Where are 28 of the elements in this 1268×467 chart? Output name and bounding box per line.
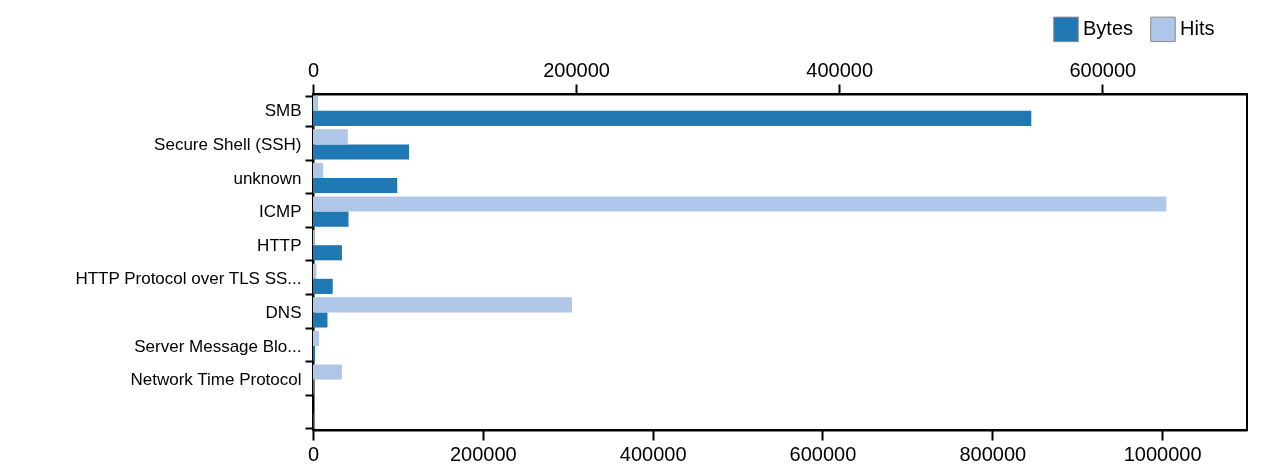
y-tick-label: Network Time Protocol — [130, 370, 302, 390]
bar — [313, 297, 572, 313]
bar — [313, 364, 342, 380]
bar — [313, 330, 319, 346]
legend-label: Hits — [1180, 17, 1215, 40]
x-tick-label: 1000000 — [1123, 442, 1202, 465]
legend-label: Bytes — [1083, 17, 1134, 40]
x-tick-label: 200000 — [449, 442, 517, 465]
bar — [313, 162, 324, 178]
x2-tick-label: 200000 — [543, 58, 610, 81]
x-tick-label: 0 — [307, 442, 320, 465]
y-tick-label: Secure Shell (SSH) — [154, 134, 302, 154]
x-tick-label: 800000 — [959, 442, 1027, 465]
y-tick-label: HTTP Protocol over TLS SS... — [75, 269, 302, 289]
y-tick-label: HTTP — [257, 235, 302, 255]
x-tick-label: 600000 — [789, 442, 857, 465]
y-tick-label: SMB — [264, 101, 302, 121]
bar — [313, 196, 1167, 212]
y-tick-label: ICMP — [259, 202, 302, 222]
y-tick-label: Server Message Blo... — [134, 336, 302, 356]
y-tick-label: unknown — [233, 168, 302, 188]
x2-tick-label: 600000 — [1069, 58, 1137, 81]
bar — [313, 129, 348, 145]
x2-tick-label: 400000 — [806, 58, 874, 81]
bar — [313, 95, 319, 111]
x2-tick-label: 0 — [307, 58, 320, 81]
y-tick-label: DNS — [265, 302, 302, 322]
x-tick-label: 400000 — [619, 442, 687, 465]
